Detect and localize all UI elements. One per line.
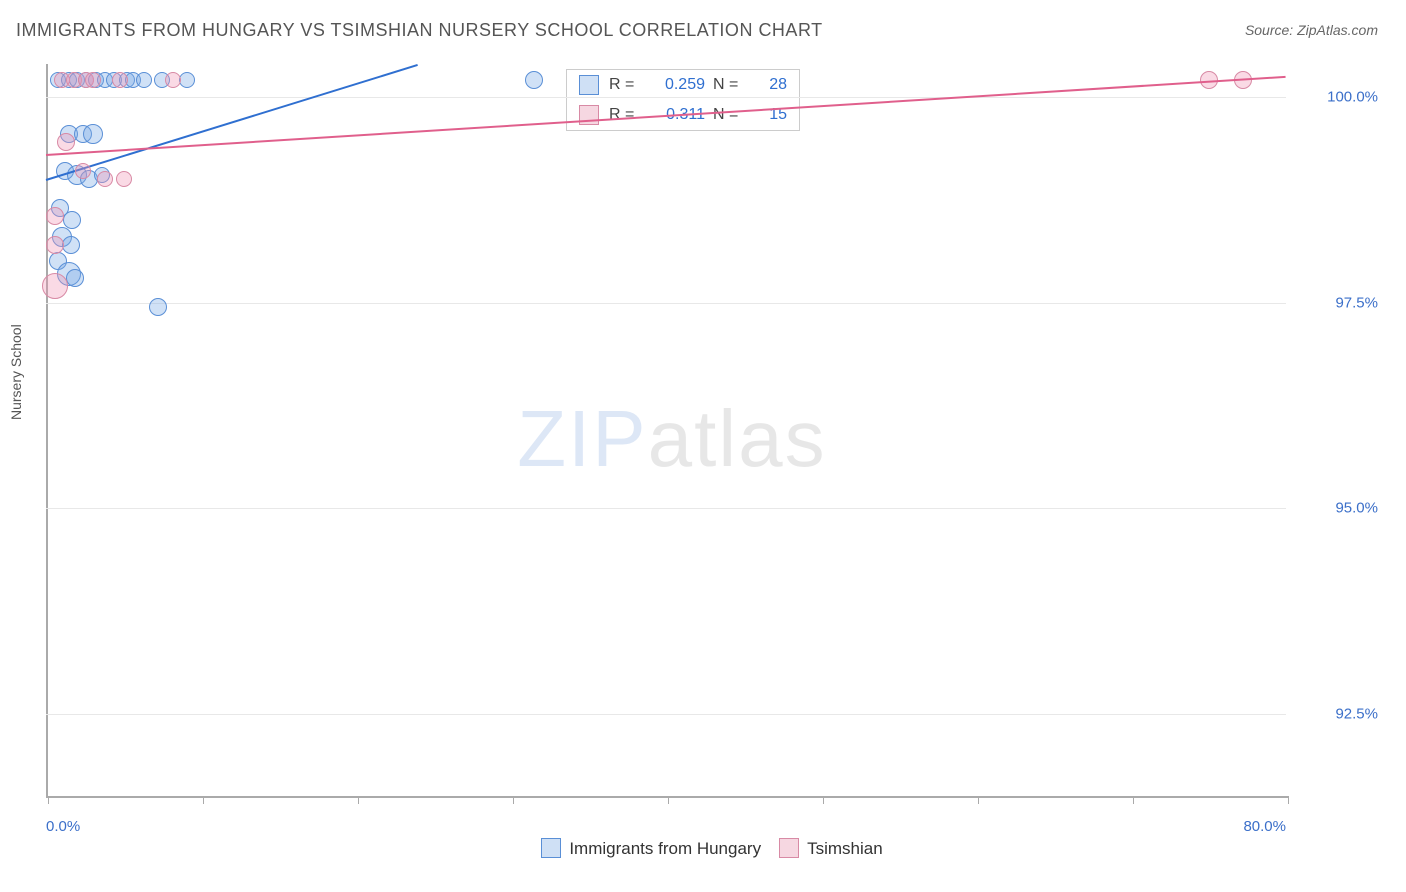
data-point	[66, 269, 84, 287]
data-point	[116, 171, 132, 187]
data-point	[112, 72, 128, 88]
data-point	[149, 298, 167, 316]
x-tick	[668, 796, 669, 804]
legend-row: R =0.259 N =28	[567, 70, 799, 100]
data-point	[62, 236, 80, 254]
data-point	[83, 124, 103, 144]
x-tick-label: 80.0%	[1243, 818, 1286, 835]
data-point	[63, 211, 81, 229]
x-tick	[1133, 796, 1134, 804]
gridline	[46, 303, 1286, 304]
gridline	[46, 714, 1286, 715]
data-point	[46, 236, 64, 254]
data-point	[57, 133, 75, 151]
x-tick-label: 0.0%	[46, 818, 80, 835]
data-point	[42, 273, 68, 299]
data-point	[179, 72, 195, 88]
legend-n-value: 28	[753, 76, 787, 94]
y-axis-label: Nursery School	[8, 324, 24, 420]
data-point	[97, 171, 113, 187]
x-tick	[823, 796, 824, 804]
data-point	[85, 72, 101, 88]
legend-r-value: 0.259	[645, 76, 705, 94]
legend-r-key: R =	[609, 76, 645, 94]
x-tick	[203, 796, 204, 804]
legend-swatch	[541, 838, 561, 858]
legend-swatch	[779, 838, 799, 858]
y-tick-label: 95.0%	[1335, 500, 1378, 517]
series-legend: Immigrants from Hungary Tsimshian	[0, 838, 1406, 859]
data-point	[136, 72, 152, 88]
legend-n-key: N =	[713, 76, 753, 94]
x-tick	[513, 796, 514, 804]
data-point	[46, 207, 64, 225]
x-tick	[48, 796, 49, 804]
data-point	[75, 163, 91, 179]
gridline	[46, 97, 1286, 98]
legend-series-label: Immigrants from Hungary	[569, 839, 761, 858]
stats-legend: R =0.259N =28R =0.311N =15	[566, 69, 800, 131]
x-tick	[1288, 796, 1289, 804]
data-point	[525, 71, 543, 89]
chart-title: IMMIGRANTS FROM HUNGARY VS TSIMSHIAN NUR…	[16, 20, 823, 41]
y-tick-label: 92.5%	[1335, 705, 1378, 722]
gridline	[46, 508, 1286, 509]
legend-swatch	[579, 75, 599, 95]
x-tick	[358, 796, 359, 804]
x-tick	[978, 796, 979, 804]
legend-r-key: R =	[609, 106, 645, 124]
source-label: Source: ZipAtlas.com	[1245, 22, 1378, 38]
legend-series-label: Tsimshian	[807, 839, 883, 858]
data-point	[165, 72, 181, 88]
y-tick-label: 97.5%	[1335, 294, 1378, 311]
plot-area	[46, 64, 1288, 798]
y-tick-label: 100.0%	[1327, 88, 1378, 105]
legend-n-key: N =	[713, 106, 753, 124]
